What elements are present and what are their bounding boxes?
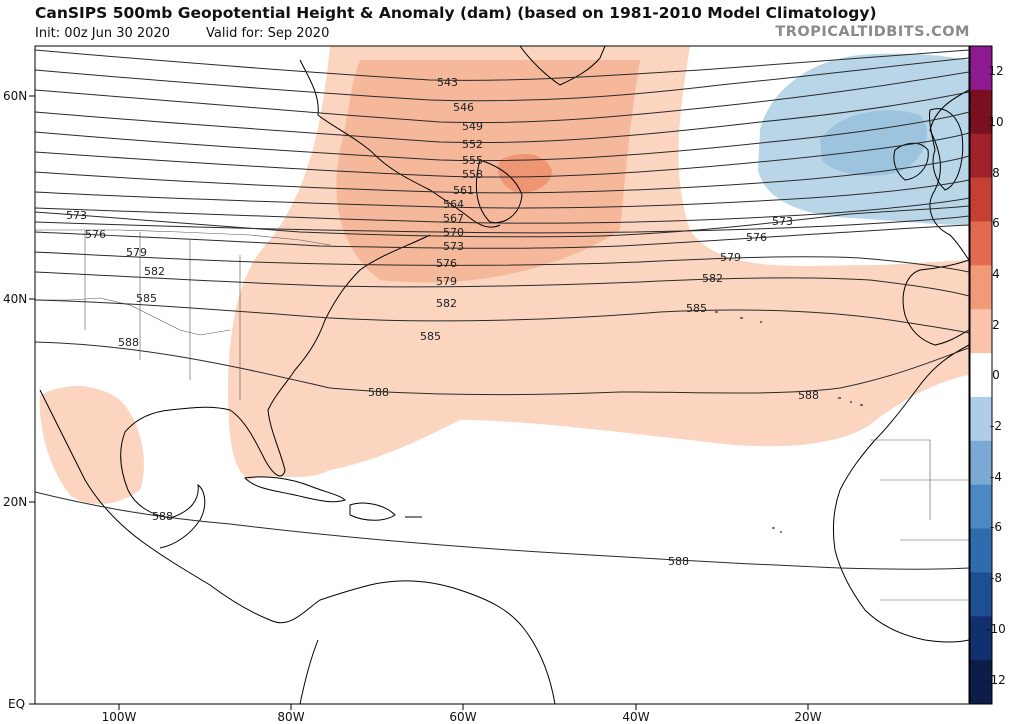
colorbar-tick-label: 2 — [992, 318, 1000, 332]
contour-label: 585 — [136, 292, 157, 305]
contour-label: 582 — [702, 272, 723, 285]
longitude-axis: 100W 80W 60W 40W 20W — [102, 704, 822, 724]
contour-label: 576 — [746, 231, 767, 244]
colorbar-swatch — [970, 177, 992, 222]
colorbar-tick-label: 10 — [988, 115, 1003, 129]
contour-label: 585 — [686, 302, 707, 315]
init-time: Init: 00z Jun 30 2020 — [35, 26, 170, 41]
contour-label: 573 — [772, 215, 793, 228]
contour-label: 549 — [462, 120, 483, 133]
colorbar-swatch — [970, 353, 992, 398]
colorbar — [969, 45, 993, 705]
colorbar-swatch — [970, 572, 992, 617]
lat-label: 60N — [3, 89, 27, 103]
contour-label: 579 — [720, 251, 741, 264]
brand-watermark[interactable]: TROPICALTIDBITS.COM — [775, 24, 970, 40]
lon-label: 20W — [794, 710, 821, 724]
contour-label: 576 — [85, 228, 106, 241]
colorbar-frame — [969, 45, 993, 705]
latitude-axis: 60N 40N 20N EQ — [3, 89, 35, 711]
colorbar-swatch — [970, 616, 992, 661]
negative-anomaly-region — [758, 53, 969, 225]
colorbar-tick-label: 6 — [992, 216, 1000, 230]
colorbar-tick-label: -4 — [990, 470, 1002, 484]
contour-label: 576 — [436, 257, 457, 270]
contour-label: 546 — [453, 101, 474, 114]
lon-label: 60W — [449, 710, 476, 724]
contour-label: 552 — [462, 138, 483, 151]
contour-label: 567 — [443, 212, 464, 225]
country-borders — [35, 229, 969, 601]
contour-label: 579 — [436, 275, 457, 288]
colorbar-tick-label: 8 — [992, 166, 1000, 180]
colorbar-tick-label: 0 — [992, 368, 1000, 382]
contour-label: 558 — [462, 168, 483, 181]
contour-label: 582 — [144, 265, 165, 278]
contour-label: 543 — [437, 76, 458, 89]
colorbar-labels: 12 10 8 6 4 2 0 -2 -4 -6 -8 -10 -12 — [986, 64, 1006, 687]
contour-label: 564 — [443, 198, 464, 211]
height-contours — [35, 49, 969, 570]
contour-label: 570 — [443, 226, 464, 239]
contour-label: 561 — [453, 184, 474, 197]
contour-label: 573 — [443, 240, 464, 253]
colorbar-swatch — [970, 440, 992, 486]
colorbar-swatch — [970, 221, 992, 266]
contour-label: 573 — [66, 209, 87, 222]
lat-label: 20N — [3, 495, 27, 509]
colorbar-swatch — [970, 396, 992, 442]
colorbar-swatch — [970, 528, 992, 573]
lat-label: EQ — [8, 697, 25, 711]
colorbar-tick-label: -6 — [990, 520, 1002, 534]
colorbar-swatch — [970, 89, 992, 135]
colorbar-tick-label: -10 — [986, 622, 1006, 636]
valid-time: Valid for: Sep 2020 — [206, 26, 330, 41]
lon-label: 40W — [622, 710, 649, 724]
colorbar-swatch — [970, 309, 992, 354]
lon-label: 80W — [277, 710, 304, 724]
colorbar-tick-label: -12 — [986, 673, 1006, 687]
colorbar-swatch — [970, 46, 992, 91]
contour-label: 588 — [668, 555, 689, 568]
contour-label: 588 — [118, 336, 139, 349]
map-title: CanSIPS 500mb Geopotential Height & Anom… — [35, 4, 877, 22]
contour-label: 588 — [368, 386, 389, 399]
contour-label: 555 — [462, 154, 483, 167]
lon-label: 100W — [102, 710, 137, 724]
contour-label: 585 — [420, 330, 441, 343]
contour-labels: 543 546 549 552 555 558 561 564 567 570 … — [66, 76, 819, 568]
contour-label: 582 — [436, 297, 457, 310]
colorbar-swatch — [970, 133, 992, 179]
colorbar-tick-label: -2 — [990, 419, 1002, 433]
colorbar-tick-label: 4 — [992, 267, 1000, 281]
map-frame — [34, 45, 970, 705]
colorbar-tick-label: -8 — [990, 571, 1002, 585]
colorbar-swatch — [970, 660, 992, 705]
colorbar-swatch — [970, 484, 992, 530]
lat-label: 40N — [3, 292, 27, 306]
coastlines — [39, 46, 969, 704]
contour-label: 588 — [798, 389, 819, 402]
contour-label: 588 — [152, 510, 173, 523]
colorbar-tick-label: 12 — [988, 64, 1003, 78]
colorbar-swatch — [970, 265, 992, 310]
contour-label: 579 — [126, 246, 147, 259]
